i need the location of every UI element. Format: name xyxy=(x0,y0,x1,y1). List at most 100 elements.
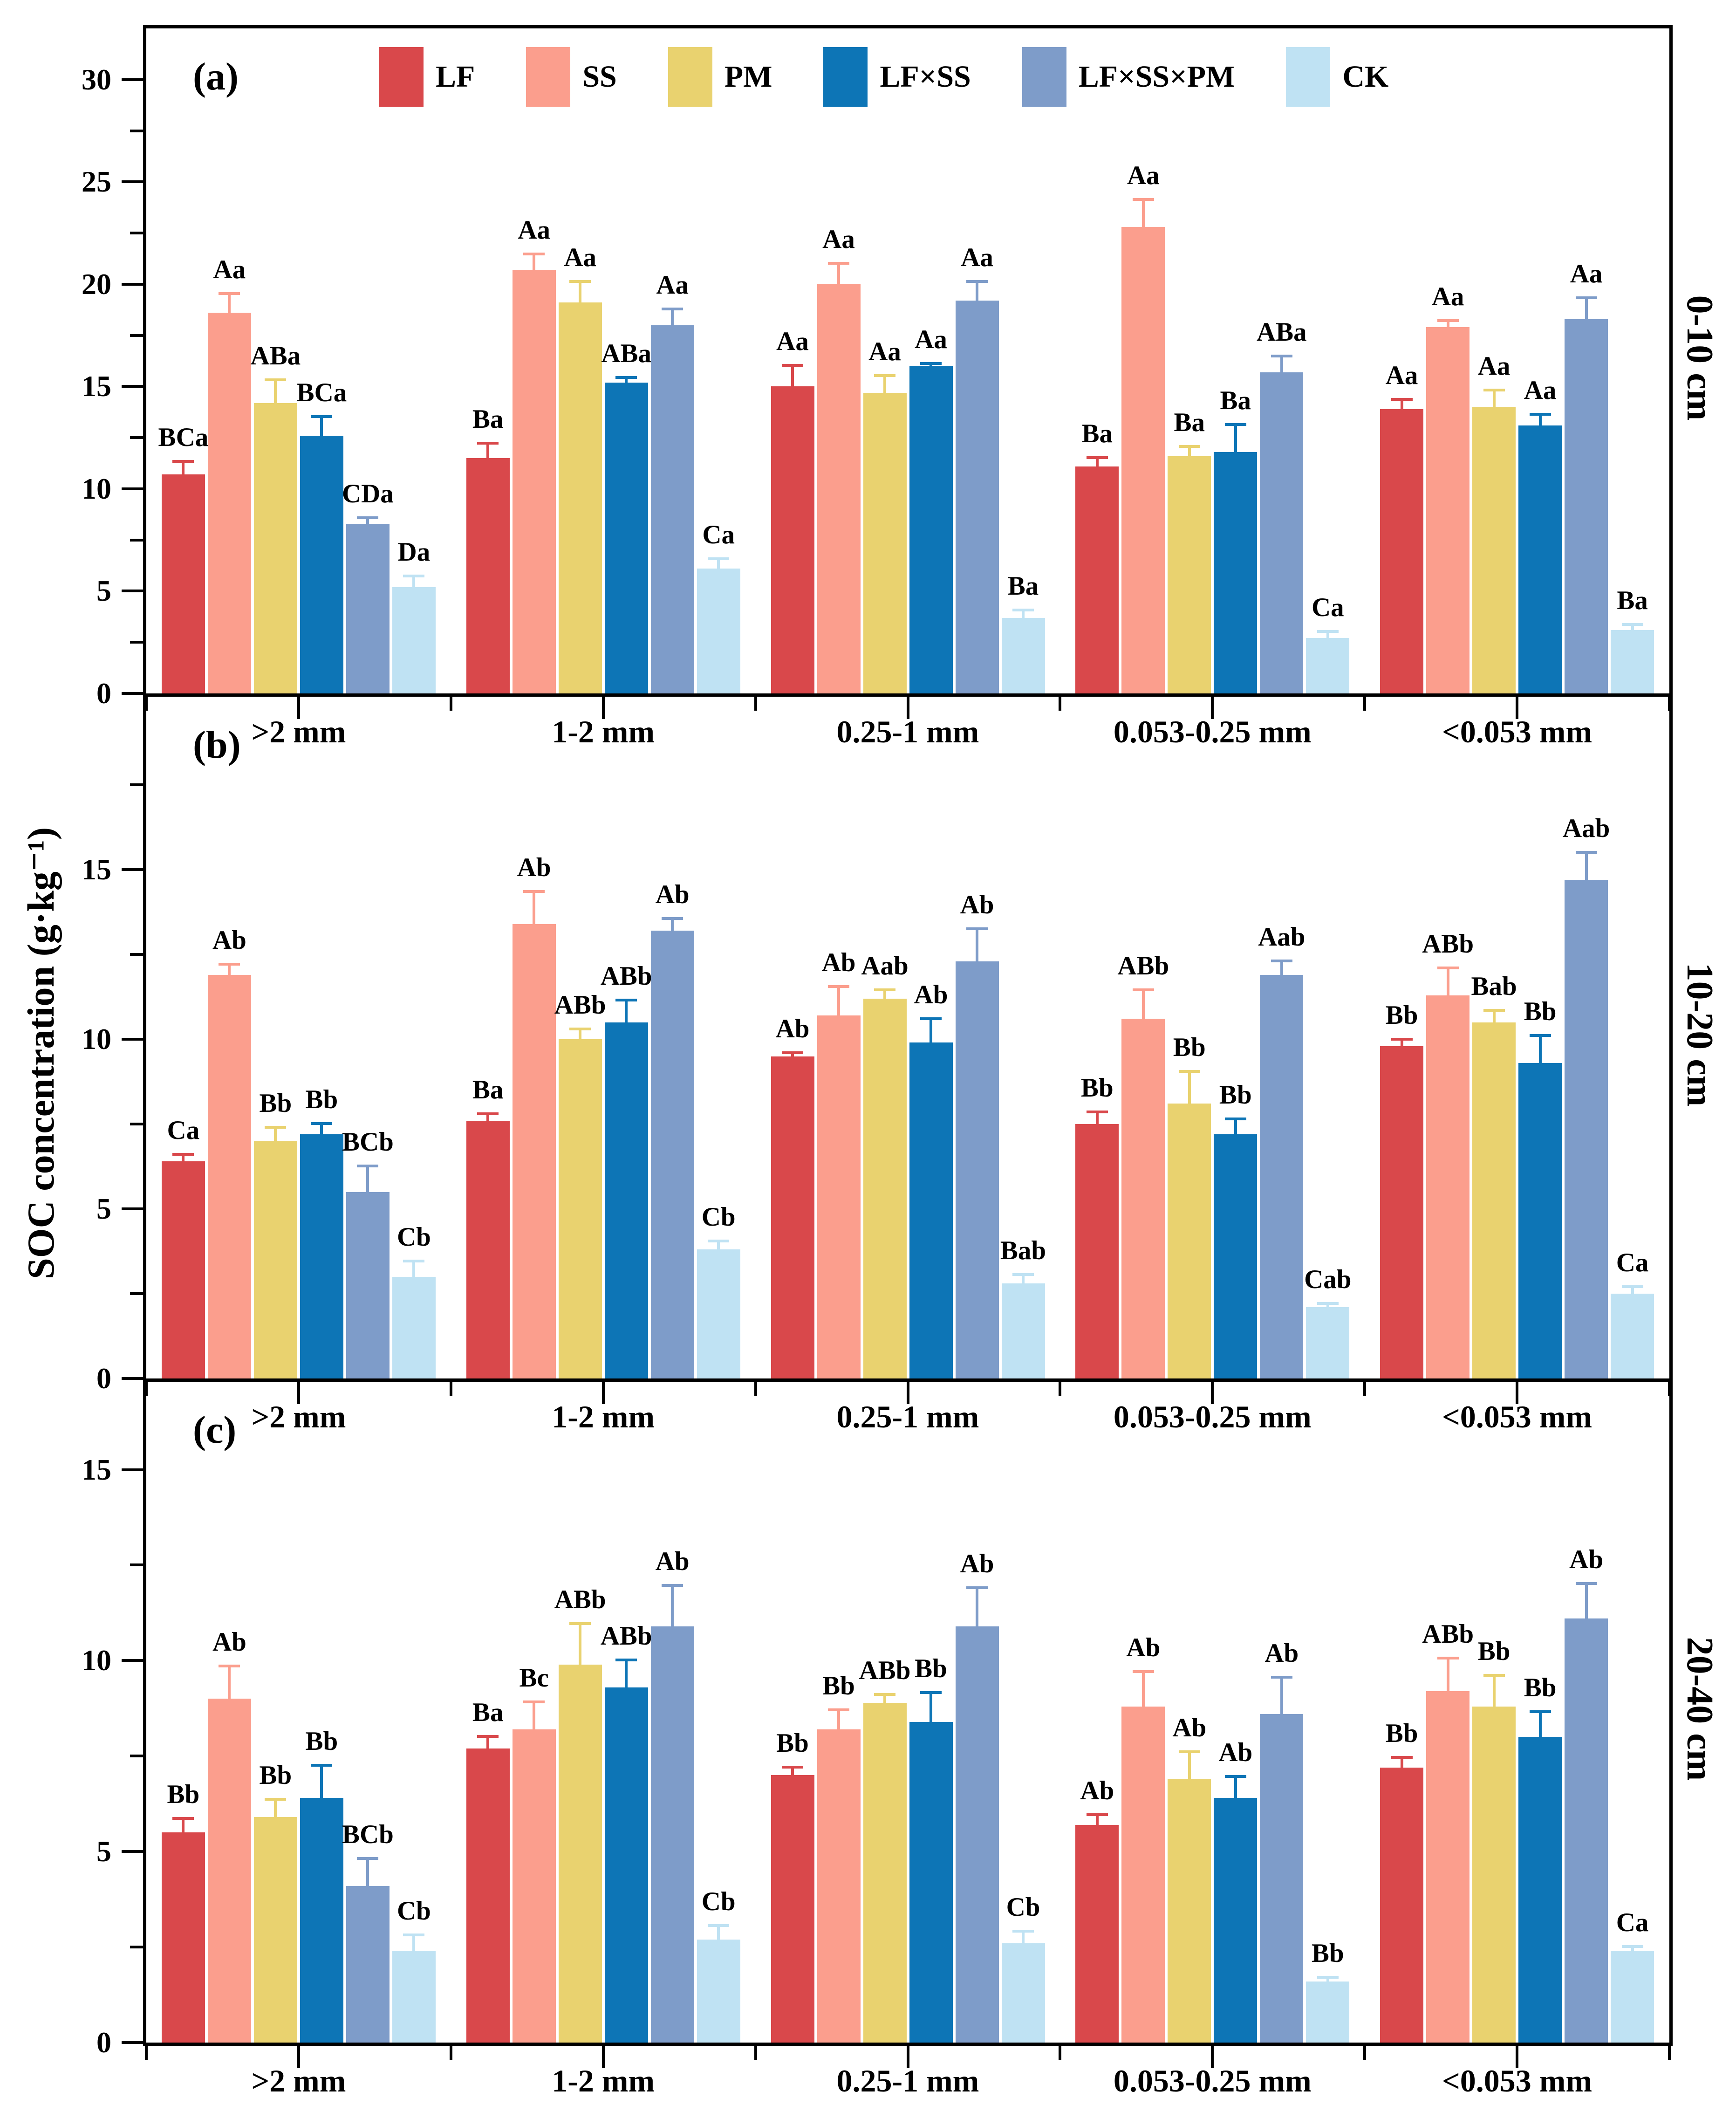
x-category-label: <0.053 mm xyxy=(1442,714,1592,749)
x-major-tick xyxy=(601,1382,605,1404)
error-bar-cap xyxy=(782,364,803,367)
significance-label: Ab xyxy=(1080,1776,1114,1806)
y-major-tick xyxy=(122,180,143,184)
error-bar xyxy=(625,1659,628,1687)
x-minor-tick xyxy=(449,1382,452,1396)
y-major-tick xyxy=(122,1377,143,1380)
x-category-label: 0.25-1 mm xyxy=(836,2063,979,2098)
error-bar xyxy=(1538,1034,1542,1063)
bar-LF×SS xyxy=(300,1798,343,2043)
panel-letter: (a) xyxy=(193,55,239,98)
x-major-tick xyxy=(1211,2046,1214,2068)
bar-LF×SS×PM xyxy=(955,1626,999,2043)
significance-label: Aa xyxy=(822,224,855,254)
bar-LF×SS xyxy=(300,435,343,693)
error-bar xyxy=(1492,388,1496,407)
error-bar xyxy=(625,998,628,1022)
bar-PM xyxy=(253,1141,297,1378)
significance-label: Bb xyxy=(305,1726,338,1756)
significance-label: ABa xyxy=(1256,317,1307,347)
error-bar-cap xyxy=(219,292,240,295)
x-major-tick xyxy=(906,2046,909,2068)
bar-LF xyxy=(161,1832,205,2043)
bar-LF×SS xyxy=(604,1687,648,2043)
bar-LF×SS×PM xyxy=(1260,974,1304,1378)
x-major-tick xyxy=(297,2046,300,2068)
error-bar xyxy=(274,1798,277,1817)
significance-label: Aab xyxy=(861,951,909,981)
x-minor-tick xyxy=(1363,697,1367,711)
significance-label: Ba xyxy=(472,1075,504,1104)
significance-label: Ba xyxy=(1174,407,1205,437)
x-minor-tick xyxy=(145,697,148,711)
error-bar-cap xyxy=(1132,1670,1154,1673)
bar-CK xyxy=(697,569,740,693)
error-bar xyxy=(976,280,978,301)
error-bar xyxy=(1400,398,1403,409)
y-tick-label: 0 xyxy=(96,677,111,710)
bar-PM xyxy=(558,1039,602,1378)
y-major-tick xyxy=(122,1207,143,1211)
significance-label: Bc xyxy=(519,1663,549,1693)
significance-label: Cab xyxy=(1304,1265,1352,1295)
x-category-label: >2 mm xyxy=(251,714,346,749)
significance-label: Cb xyxy=(396,1222,431,1252)
error-bar-cap xyxy=(662,1584,683,1587)
bar-CK xyxy=(1306,638,1350,693)
y-minor-tick xyxy=(130,641,143,644)
error-bar-cap xyxy=(708,557,730,561)
error-bar-cap xyxy=(172,1152,194,1156)
significance-label: Bb xyxy=(1219,1080,1252,1110)
error-bar-cap xyxy=(966,280,988,283)
y-minor-tick xyxy=(130,334,143,337)
bar-LF×SS xyxy=(1518,425,1562,693)
error-bar xyxy=(1188,445,1191,456)
error-bar xyxy=(579,1027,582,1040)
error-bar xyxy=(976,927,978,961)
error-bar xyxy=(625,376,628,383)
bar-SS xyxy=(512,924,556,1378)
significance-label: Cb xyxy=(701,1886,736,1916)
bar-LF×SS×PM xyxy=(650,931,694,1378)
error-bar-cap xyxy=(828,985,849,988)
bar-PM xyxy=(558,1664,602,2043)
error-bar xyxy=(1538,1710,1542,1737)
error-bar-cap xyxy=(920,1691,942,1694)
error-bar xyxy=(837,261,840,284)
y-major-tick xyxy=(122,2041,143,2044)
x-category-label: >2 mm xyxy=(251,2063,346,2098)
significance-label: Cb xyxy=(701,1202,736,1232)
error-bar xyxy=(717,1924,720,1940)
x-minor-tick xyxy=(1059,1382,1062,1396)
error-bar xyxy=(1022,1930,1025,1943)
error-bar xyxy=(533,1700,536,1729)
legend-swatch xyxy=(823,47,868,107)
significance-label: Bb xyxy=(1385,1000,1418,1030)
bar-SS xyxy=(207,313,251,693)
error-bar xyxy=(1446,966,1449,995)
significance-label: Ab xyxy=(775,1014,810,1043)
error-bar xyxy=(671,917,674,931)
error-bar xyxy=(1280,355,1283,372)
significance-label: ABa xyxy=(601,339,652,369)
bar-LF×SS×PM xyxy=(1565,1618,1608,2043)
significance-label: Bb xyxy=(1524,1673,1557,1702)
y-minor-tick xyxy=(130,232,143,235)
significance-label: ABb xyxy=(859,1656,911,1686)
bar-PM xyxy=(1472,1022,1516,1378)
y-tick-label: 30 xyxy=(82,62,111,96)
error-bar-cap xyxy=(1483,1674,1505,1677)
bar-SS xyxy=(1121,1706,1165,2043)
bar-LF xyxy=(466,1748,510,2043)
significance-label: Bb xyxy=(776,1728,809,1758)
error-bar xyxy=(1492,1674,1496,1707)
bar-PM xyxy=(1168,456,1211,693)
bar-LF×SS×PM xyxy=(650,325,694,693)
error-bar xyxy=(837,1708,840,1729)
bar-LF xyxy=(771,1056,814,1378)
legend-label: LF×SS×PM xyxy=(1078,60,1235,94)
error-bar xyxy=(412,575,416,587)
plot-frame: 0 5 10 15 20 25 30 >2 mm BCa Aa ABa BCa CDa Da 1-2 mm B… xyxy=(82,25,1673,2098)
bar-LF×SS×PM xyxy=(650,1626,694,2043)
error-bar xyxy=(976,1586,978,1626)
